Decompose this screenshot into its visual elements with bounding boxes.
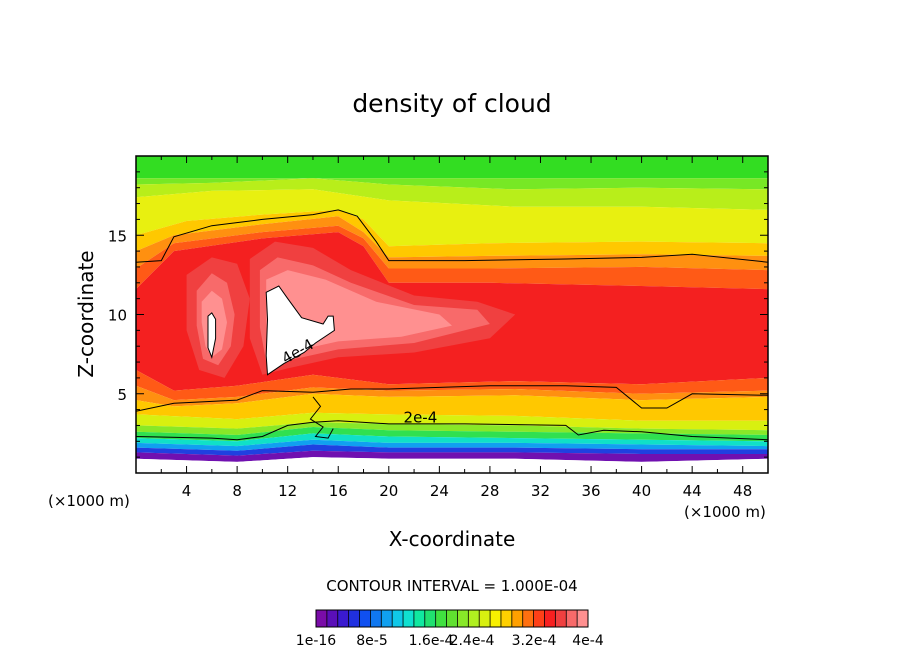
y-axis-label: Z-coordinate xyxy=(74,250,98,377)
colorbar-swatch xyxy=(555,610,567,627)
band-red-orange-low xyxy=(136,370,768,401)
colorbar-swatch xyxy=(348,610,361,627)
colorbar-swatch xyxy=(577,610,589,627)
chart-title: density of cloud xyxy=(352,89,551,118)
band-yellowgreen xyxy=(136,178,768,210)
y-tick-label: 10 xyxy=(108,307,127,325)
colorbar-frame xyxy=(315,609,589,628)
colorbar-swatch xyxy=(522,610,535,627)
x-tick-label: 44 xyxy=(683,482,702,500)
colorbar-tick-labels: 1e-16 8e-5 1.6e-42.4e-4 3.2e-4 4e-4 xyxy=(296,633,604,649)
colorbar-swatch xyxy=(435,610,448,627)
band-purple xyxy=(136,450,768,462)
x-tick-label: 4 xyxy=(182,482,192,500)
band-yellow xyxy=(136,189,768,247)
x-tick-label: 28 xyxy=(480,482,499,500)
x-unit-label-right: (×1000 m) xyxy=(684,503,766,521)
colorbar-swatch xyxy=(392,610,404,627)
colorbar-swatch xyxy=(446,610,458,627)
x-axis-label: X-coordinate xyxy=(389,527,516,551)
contour-interval-label: CONTOUR INTERVAL = 1.000E-04 xyxy=(326,577,577,595)
contour-2e-4 xyxy=(136,420,768,441)
y-tick-label: 5 xyxy=(117,386,127,404)
x-unit-label-left: (×1000 m) xyxy=(48,492,130,510)
y-axis-ticks: 5 10 15 xyxy=(108,171,768,458)
colorbar-swatch xyxy=(337,610,350,627)
x-tick-label: 40 xyxy=(632,482,651,500)
band-green-top xyxy=(136,156,768,179)
colorbar-tick-label: 1e-16 xyxy=(296,633,336,649)
colorbar-tick-label: 4e-4 xyxy=(572,633,604,649)
band-orange-yellow xyxy=(136,209,768,258)
contour-1e-4-upper xyxy=(136,209,768,263)
colorbar-swatch xyxy=(468,610,480,627)
colorbar-swatch xyxy=(403,610,415,627)
contour-noise xyxy=(309,396,334,439)
colorbar xyxy=(315,609,589,628)
colorbar-tick-label: 3.2e-4 xyxy=(512,633,557,649)
colorbar-swatch xyxy=(544,610,556,627)
contour-label: 2e-4 xyxy=(404,408,438,426)
x-tick-label: 36 xyxy=(581,482,600,500)
band-orange-low xyxy=(136,385,768,407)
band-empty-bottom xyxy=(136,457,768,473)
x-tick-label: 8 xyxy=(232,482,242,500)
colorbar-swatch xyxy=(533,610,545,627)
colorbar-swatch xyxy=(500,610,513,627)
colorbar-swatch xyxy=(424,610,437,627)
y-tick-label: 15 xyxy=(108,227,127,245)
colorbar-tick-label: 8e-5 xyxy=(356,633,387,649)
x-tick-label: 48 xyxy=(733,482,752,500)
band-green-low xyxy=(136,422,768,435)
band-cyan xyxy=(136,433,768,447)
x-tick-label: 16 xyxy=(329,482,348,500)
colorbar-swatch xyxy=(316,610,328,627)
colorbar-swatch xyxy=(479,610,491,627)
band-blue xyxy=(136,444,768,456)
colorbar-swatch xyxy=(359,610,371,627)
x-axis-ticks: 4 8 12 16 20 24 28 32 36 40 44 48 xyxy=(160,156,752,500)
band-orange xyxy=(136,216,768,271)
heatmap-plot-area xyxy=(136,156,768,473)
colorbar-tick-label: 1.6e-4 xyxy=(409,633,454,649)
colorbar-swatch xyxy=(381,610,393,627)
contour-4e-4-main xyxy=(265,285,335,376)
colorbar-swatch xyxy=(566,610,578,627)
colorbar-swatch xyxy=(457,610,469,627)
x-tick-label: 20 xyxy=(379,482,398,500)
band-yellow-low xyxy=(136,393,768,421)
colorbar-swatch xyxy=(490,610,502,627)
contour-1e-4-lower xyxy=(136,385,768,412)
band-lightgreen xyxy=(136,178,768,190)
colorbar-swatch xyxy=(413,610,426,627)
contour-4e-4-left xyxy=(207,312,217,360)
colorbar-swatch xyxy=(370,610,382,627)
x-tick-label: 12 xyxy=(278,482,297,500)
colorbar-tick-label: 2.4e-4 xyxy=(450,633,495,649)
band-yellowgreen-low xyxy=(136,412,768,431)
band-red-orange xyxy=(136,225,768,290)
peak-main xyxy=(266,286,335,375)
x-tick-label: 32 xyxy=(531,482,550,500)
colorbar-swatch xyxy=(326,610,339,627)
band-green2-low xyxy=(136,427,768,442)
x-tick-label: 24 xyxy=(430,482,449,500)
band-lightblue xyxy=(136,439,768,451)
colorbar-swatch xyxy=(511,610,524,627)
